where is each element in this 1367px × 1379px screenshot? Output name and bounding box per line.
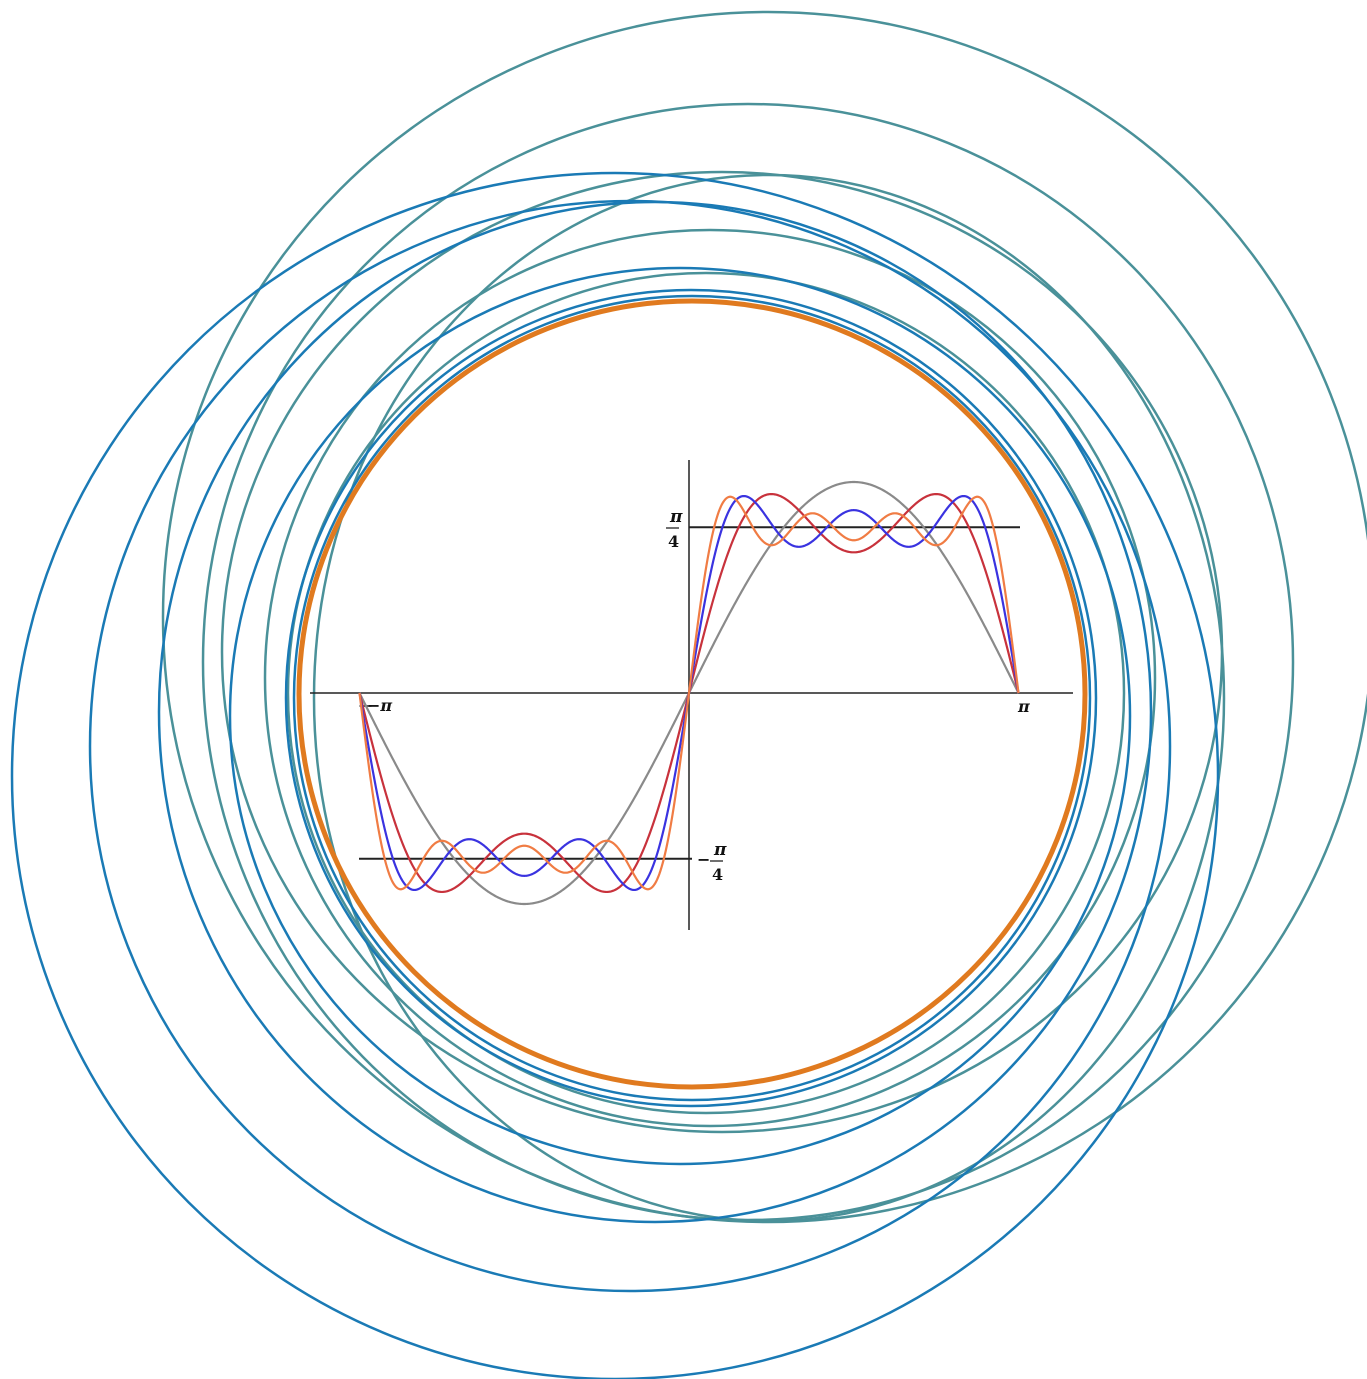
y-tick-label-negative: − π 4 (697, 840, 727, 884)
decorative-ring-orange (296, 298, 1088, 1090)
decorative-ring-blue (10, 171, 1220, 1379)
y-tick-label-positive: π 4 (666, 507, 683, 551)
plot-area: −π π π 4 − π 4 (310, 460, 1073, 930)
y-tick-neg-denominator: 4 (712, 865, 723, 884)
y-tick-neg-sign: − (697, 850, 710, 869)
decorative-ring-blue (88, 199, 1172, 1293)
series-line-4 (358, 495, 1020, 891)
y-tick-pos-denominator: 4 (668, 532, 679, 551)
decorative-ring-teal (161, 10, 1367, 1224)
x-tick-label-left: −π (367, 696, 392, 715)
decorative-ring-blue (292, 294, 1092, 1102)
decorative-rings (10, 10, 1367, 1379)
series-lines (358, 480, 1020, 906)
decorative-ring-blue (228, 266, 1132, 1166)
x-tick-label-right: π (1017, 697, 1030, 716)
decorative-ring-teal (286, 271, 1126, 1115)
decorative-ring-blue (284, 288, 1098, 1108)
decorative-ring-teal (220, 170, 1224, 1134)
decorative-ring-blue (157, 200, 1153, 1224)
y-tick-neg-numerator: π (713, 840, 727, 860)
y-tick-pos-numerator: π (669, 507, 683, 527)
decorative-ring-teal (263, 228, 1157, 1128)
